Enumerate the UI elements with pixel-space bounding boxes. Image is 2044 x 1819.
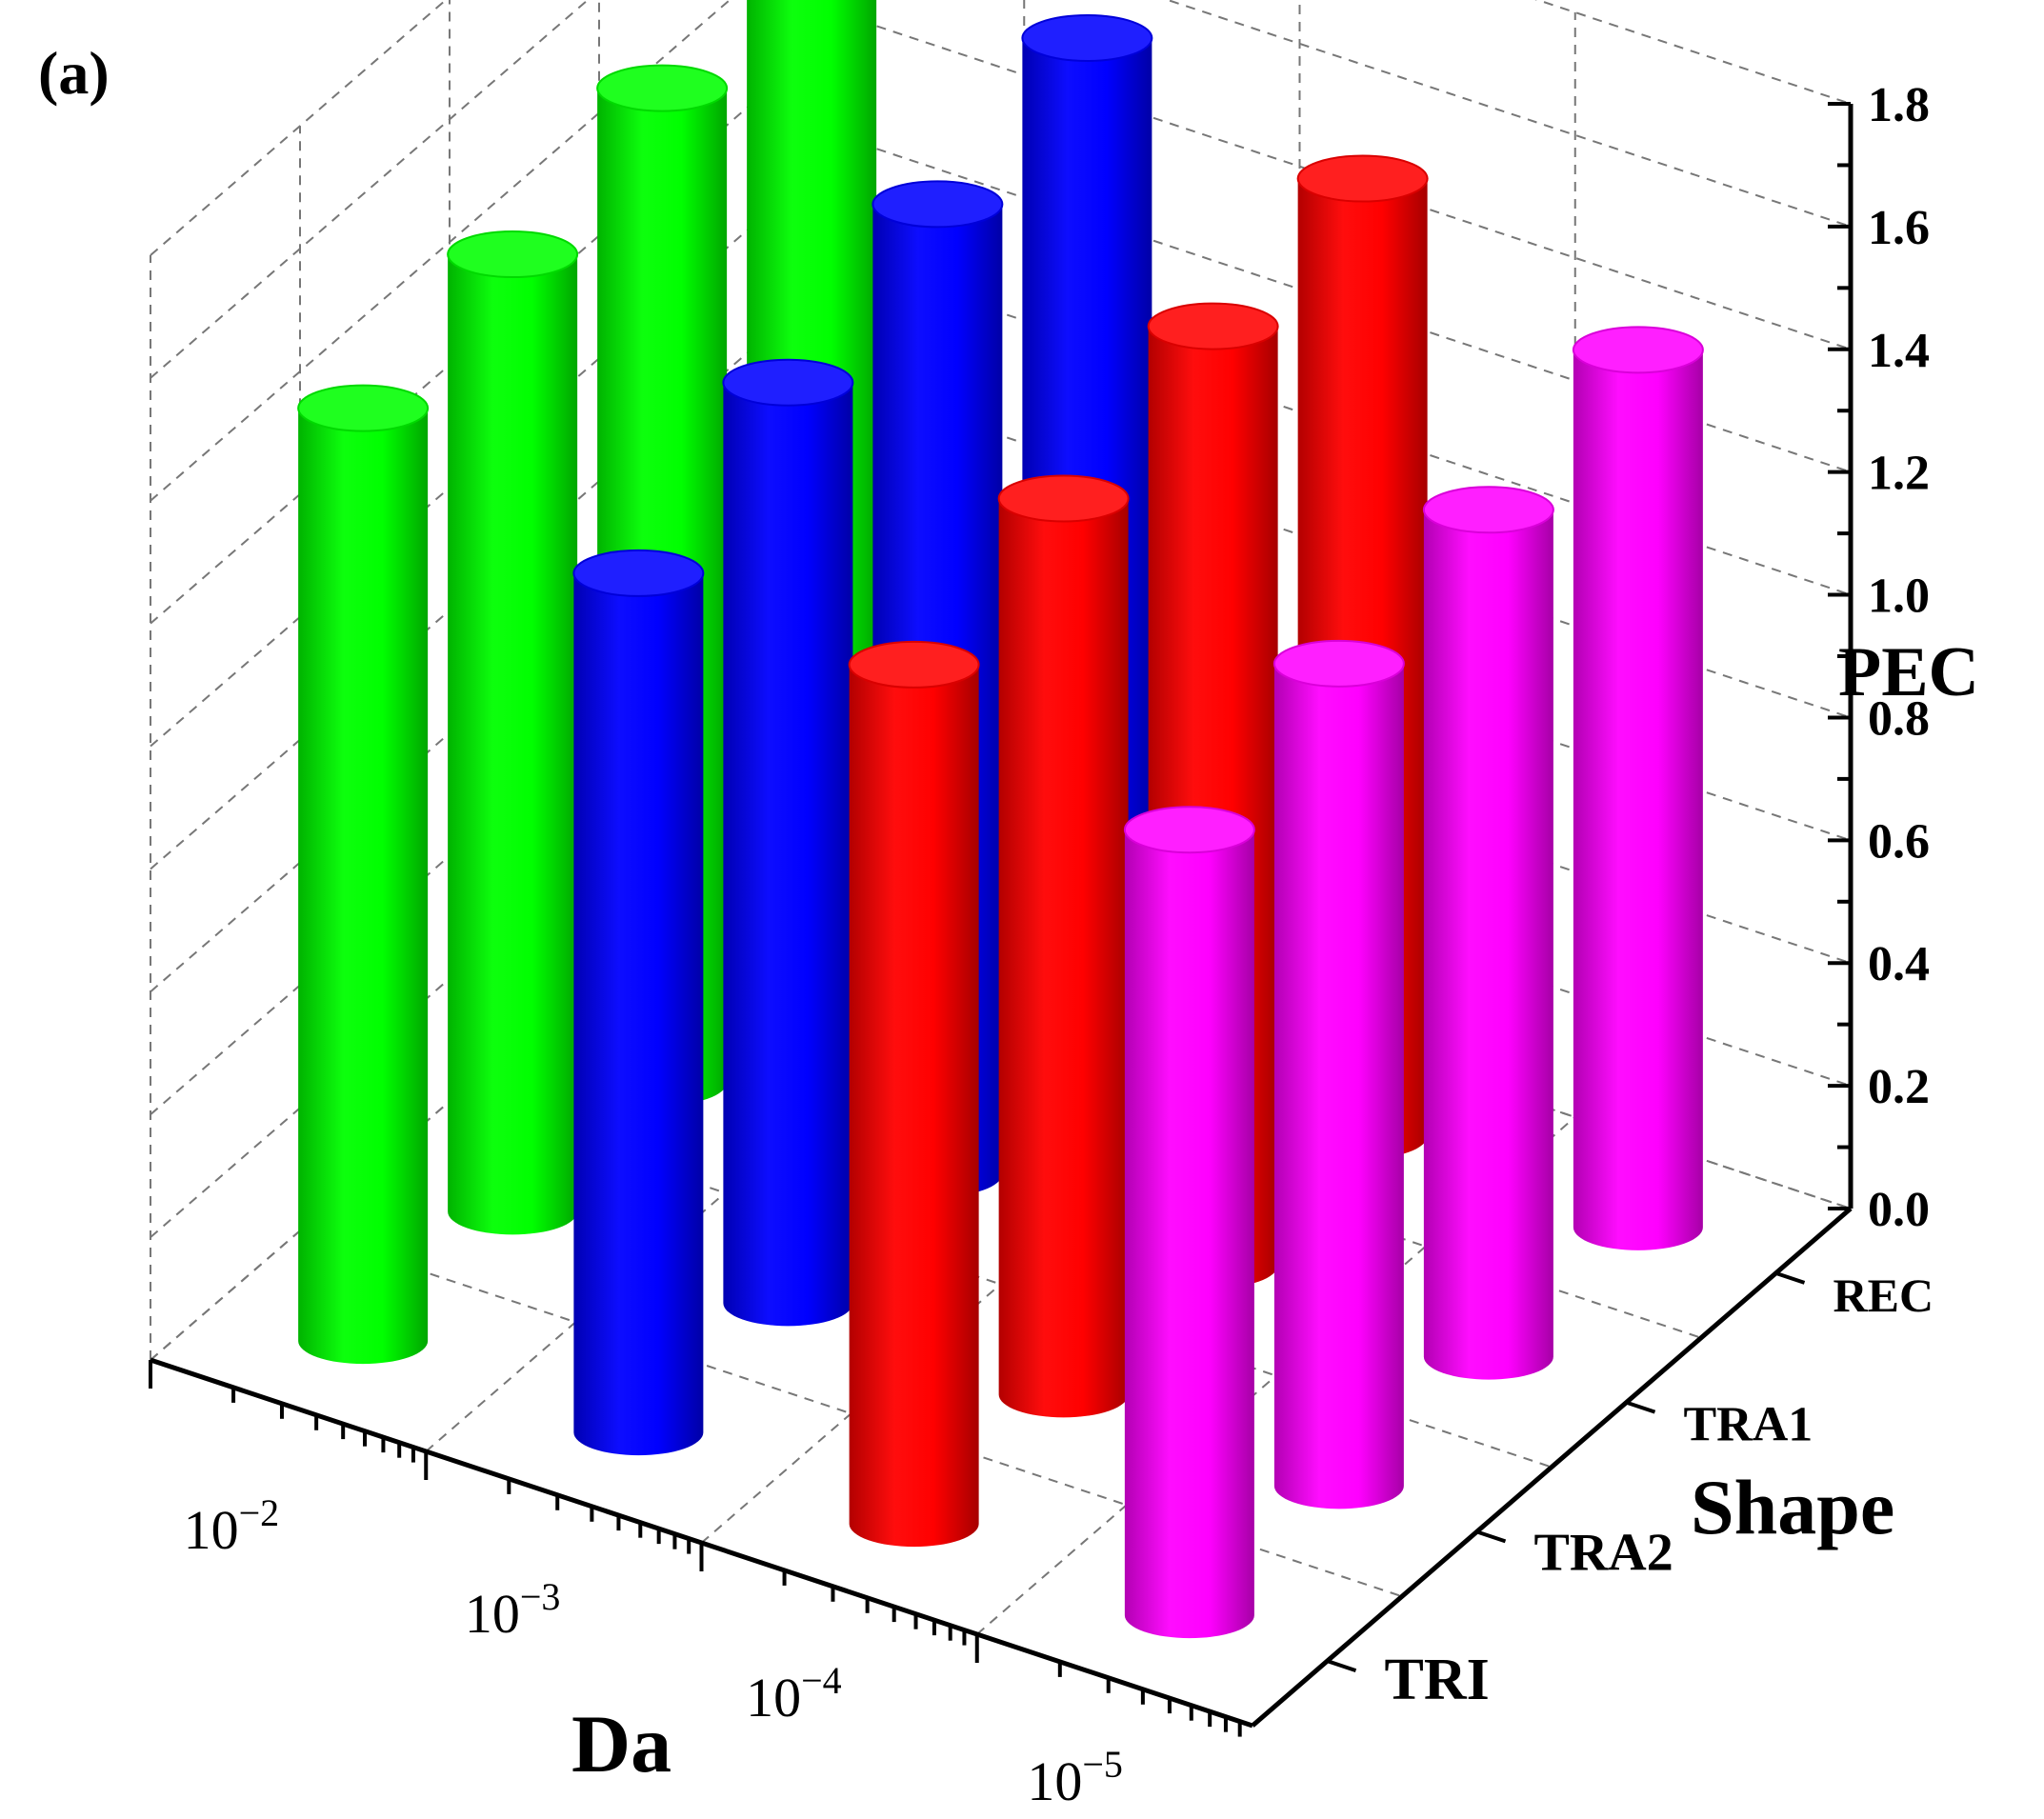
pec-tick-label: 1.0	[1868, 570, 1930, 624]
da-tick-label: 10−5	[1027, 1743, 1123, 1812]
pec-tick-label: 0.2	[1868, 1060, 1930, 1114]
pec-tick-label: 0.6	[1868, 814, 1930, 869]
shape-axis-line	[1251, 1207, 1853, 1728]
pec-tick-label: 0.0	[1868, 1183, 1930, 1237]
shape-tick-labels: TRI TRA2 TRA1 REC	[1385, 1269, 1934, 1712]
pec-tick-label: 1.2	[1868, 447, 1930, 501]
shape-tick-label: REC	[1834, 1269, 1934, 1322]
x-axis-label: Da	[571, 1698, 671, 1789]
shape-tick-label: TRA2	[1534, 1523, 1673, 1582]
bar-cylinder	[447, 230, 579, 1235]
bar-cylinder	[572, 549, 705, 1456]
bar-cylinder	[1272, 639, 1405, 1509]
da-tick-label: 10−4	[746, 1659, 842, 1729]
da-tick-label: 10−2	[184, 1491, 280, 1561]
bar-cylinder	[1572, 326, 1704, 1250]
shape-tick-label: TRA1	[1684, 1398, 1814, 1452]
pec-tick-label: 0.8	[1868, 691, 1930, 746]
pec-tick-label: 1.4	[1868, 324, 1930, 378]
panel-label: (a)	[38, 39, 110, 107]
bar-cylinder	[997, 474, 1130, 1418]
da-tick-label: 10−3	[465, 1575, 561, 1645]
axes	[149, 102, 1854, 1737]
bars	[297, 0, 1704, 1639]
pec-tick-label: 0.4	[1868, 937, 1930, 991]
pec-tick-label: 1.6	[1868, 201, 1930, 255]
shape-tick-label: TRI	[1385, 1648, 1490, 1712]
bar-cylinder	[848, 640, 980, 1548]
bar-cylinder	[297, 384, 430, 1365]
bar-cylinder	[722, 358, 854, 1327]
z-tick-labels: 0.0 0.2 0.4 0.6 0.8 1.0 1.2 1.4 1.6 1.8	[1868, 78, 1930, 1237]
y-axis-label: Shape	[1691, 1464, 1894, 1550]
bar-cylinder	[1123, 806, 1255, 1639]
da-tick-labels: 10−2 10−3 10−4 10−5	[184, 1491, 1123, 1812]
bar-cylinder	[1422, 486, 1554, 1380]
pec-tick-label: 1.8	[1868, 78, 1930, 132]
z-axis-label: PEC	[1838, 633, 1979, 711]
